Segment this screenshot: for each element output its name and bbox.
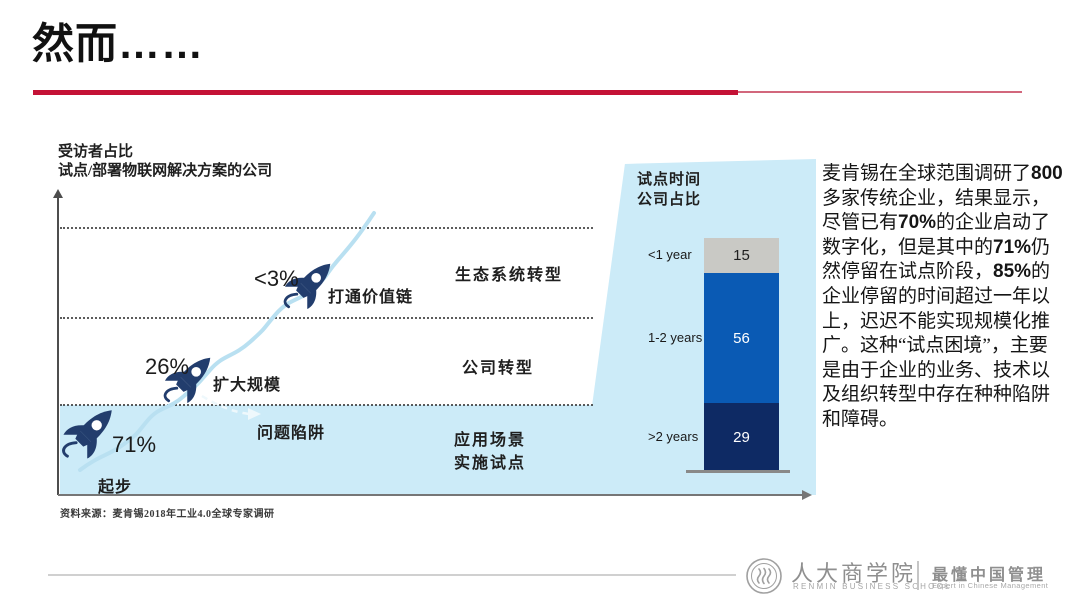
commentary-segment: 的企业停留的时间超过一年以上，迟迟不能实现规模化推广。这种“试点困境”，主要是由… <box>822 261 1051 430</box>
bar-segment: 29 <box>704 403 779 471</box>
phase-label-pilot: 应用场景 实施试点 <box>454 429 526 475</box>
commentary-number: 71% <box>993 236 1032 258</box>
footer-slogan-cn: 最懂中国管理 <box>932 567 1047 584</box>
title-underline <box>33 90 738 95</box>
commentary-segment: 的企业启动了数字化，但是其中的 <box>822 212 1051 258</box>
title-underline-extension <box>738 91 1022 93</box>
commentary-segment: 仍然停留在试点阶段， <box>822 236 1051 283</box>
footer-divider-line <box>48 574 736 576</box>
phase-label-pilot-line1: 应用场景 <box>454 432 527 449</box>
commentary-number: 800 <box>1031 163 1063 184</box>
phase-label-pilot-line2: 实施试点 <box>454 455 527 472</box>
bar-segment: 15 <box>704 238 779 273</box>
footer-vertical-divider <box>917 561 919 590</box>
university-seal-icon <box>746 558 782 594</box>
y-axis-title: 受访者占比 试点/部署物联网解决方案的公司 <box>58 143 272 181</box>
stacked-bar: 15 56 29 <box>704 238 779 471</box>
footer-school-name-en: RENMIN BUSINESS SCHOOL <box>793 582 952 591</box>
source-note: 资料来源：麦肯锡2018年工业4.0全球专家调研 <box>60 509 275 520</box>
y-axis-title-line1: 受访者占比 <box>58 144 134 160</box>
footer-school-name-cn: 人大商学院 <box>791 561 917 586</box>
bar-segment-label: <1 year <box>648 247 692 263</box>
x-axis <box>58 494 804 496</box>
stage-pct-scale: 26% <box>145 354 190 379</box>
pilot-panel-header-line1: 试点时间 <box>637 172 702 188</box>
trap-dashed-arrow <box>201 394 250 416</box>
pilot-panel-header: 试点时间 公司占比 <box>637 170 701 210</box>
commentary-number: 85% <box>993 261 1032 283</box>
phase-label-company: 公司转型 <box>462 360 535 377</box>
commentary-segment: 多家传统企业，结果显示，尽管已有 <box>822 187 1051 234</box>
stage-pct-start: 71% <box>112 432 157 457</box>
y-axis <box>57 197 59 495</box>
pilot-trap-band <box>60 405 816 495</box>
y-axis-arrow <box>53 189 63 198</box>
gridline-middle <box>60 317 593 319</box>
trap-arrowhead <box>248 408 261 420</box>
y-axis-title-line2: 试点/部署物联网解决方案的公司 <box>58 163 273 179</box>
stage-label-value-chain: 打通价值链 <box>328 289 414 306</box>
commentary-segment: 麦肯锡在全球范围调研了 <box>822 163 1032 184</box>
bar-segment-label: >2 years <box>648 429 699 445</box>
pilot-panel-header-line2: 公司占比 <box>637 192 702 208</box>
footer-slogan-en: Expert in Chinese Management <box>932 581 1049 590</box>
bar-segment-label: 1-2 years <box>648 330 703 346</box>
gridline-bottom <box>60 404 593 406</box>
trap-label: 问题陷阱 <box>257 425 326 442</box>
bar-segment: 56 <box>704 272 779 404</box>
phase-label-ecosystem: 生态系统转型 <box>455 267 564 284</box>
bar-baseline <box>686 470 790 473</box>
commentary-number: 70% <box>898 212 937 234</box>
gridline-top <box>60 227 593 229</box>
commentary-text: 麦肯锡在全球范围调研了800 多家传统企业，结果显示，尽管已有70%的企业启动了数… <box>822 162 1066 433</box>
x-axis-arrow <box>802 490 812 500</box>
page-title: 然而…… <box>32 20 205 67</box>
stage-pct-value-chain: <3% <box>254 266 299 291</box>
stage-label-start: 起步 <box>98 479 133 496</box>
stage-label-scale: 扩大规模 <box>213 377 282 394</box>
